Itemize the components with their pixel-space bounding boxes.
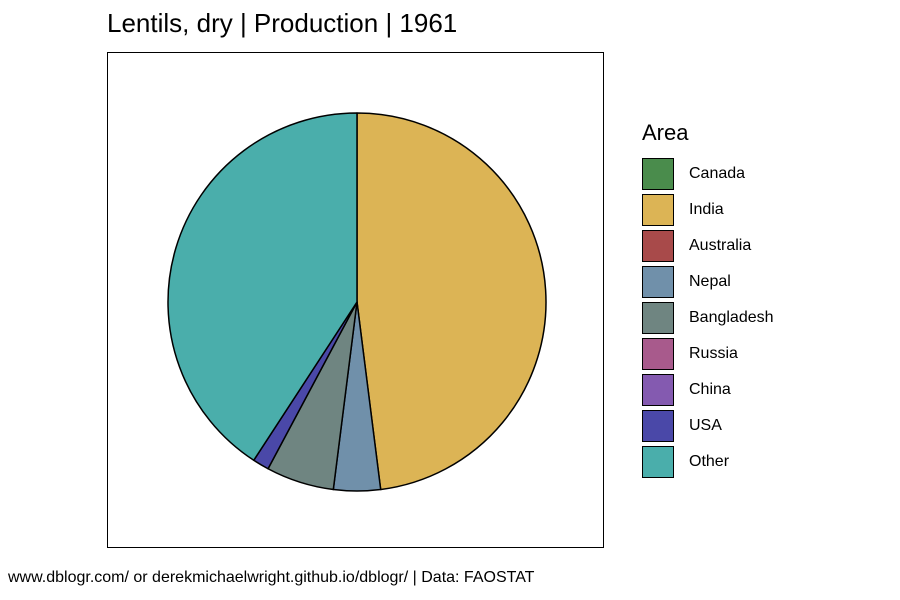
legend-label: Bangladesh (689, 309, 774, 326)
legend-item-nepal: Nepal (642, 264, 774, 300)
legend-label: USA (689, 417, 722, 434)
legend-swatch (642, 338, 674, 370)
legend-label: Australia (689, 237, 752, 254)
legend-label: India (689, 201, 724, 218)
legend-label: Canada (689, 165, 746, 182)
legend-item-canada: Canada (642, 156, 774, 192)
legend-swatch (642, 410, 674, 442)
legend-item-other: Other (642, 444, 774, 480)
legend-item-india: India (642, 192, 774, 228)
legend-item-russia: Russia (642, 336, 774, 372)
legend-swatch (642, 266, 674, 298)
legend-swatch (642, 194, 674, 226)
legend-item-australia: Australia (642, 228, 774, 264)
plot-panel (107, 52, 604, 548)
legend: Area Canada India Australia Nepal Bangladesh… (642, 120, 774, 480)
legend-swatch (642, 158, 674, 190)
legend-swatch (642, 302, 674, 334)
legend-swatch (642, 446, 674, 478)
chart-title: Lentils, dry | Production | 1961 (107, 8, 458, 38)
source-caption: www.dblogr.com/ or derekmichaelwright.gi… (8, 569, 535, 586)
legend-swatch (642, 374, 674, 406)
pie-slice-india (356, 112, 547, 491)
legend-label: China (689, 381, 731, 398)
legend-item-bangladesh: Bangladesh (642, 300, 774, 336)
legend-label: Other (689, 453, 730, 470)
legend-items: Canada India Australia Nepal Bangladesh Russi… (642, 156, 774, 480)
legend-item-china: China (642, 372, 774, 408)
pie-slice-other (167, 112, 358, 462)
legend-label: Russia (689, 345, 738, 362)
pie-chart (167, 112, 547, 492)
legend-swatch (642, 230, 674, 262)
legend-item-usa: USA (642, 408, 774, 444)
legend-title: Area (642, 120, 689, 145)
legend-label: Nepal (689, 273, 731, 290)
